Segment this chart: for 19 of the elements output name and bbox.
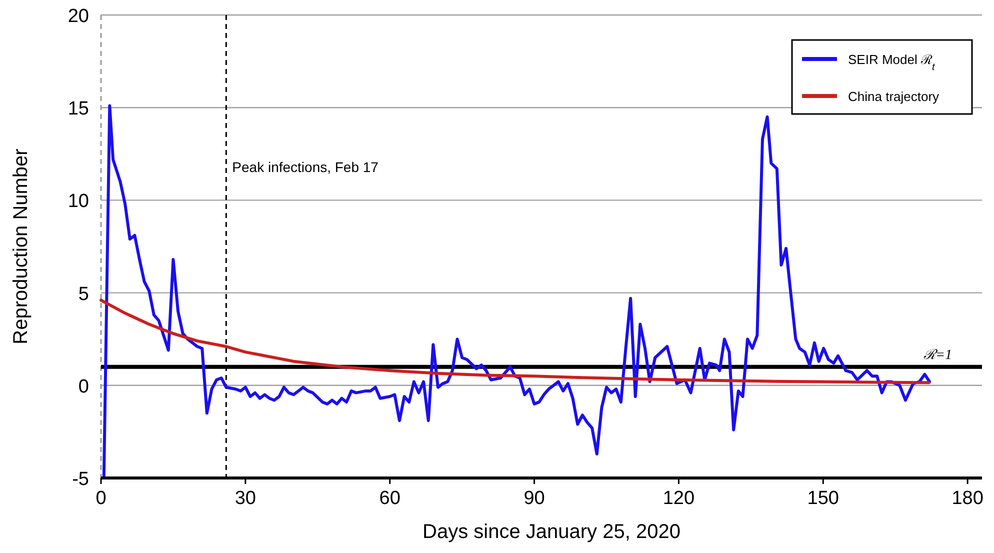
legend-label: SEIR Model ℛ$_{t}$	[848, 52, 936, 72]
y-tick-label: -5	[72, 469, 89, 490]
y-tick-label: 10	[68, 191, 89, 212]
x-tick-label: 120	[662, 488, 695, 509]
y-axis-title: Reproduction Number	[10, 148, 32, 344]
y-tick-label: 0	[78, 376, 89, 398]
x-axis-title: Days since January 25, 2020	[422, 521, 680, 543]
ref-line-label: Peak infections, Feb 17	[232, 159, 379, 175]
x-tick-label: 150	[807, 488, 839, 509]
x-tick-label: 0	[96, 488, 106, 509]
x-tick-label: 90	[524, 488, 545, 509]
y-tick-label: 15	[68, 98, 89, 120]
x-tick-label: 180	[952, 488, 984, 509]
y-tick-label: 5	[78, 284, 89, 305]
ref-line-label: ℛ=1	[924, 348, 952, 363]
x-tick-label: 60	[379, 488, 400, 509]
y-tick-label: 20	[68, 6, 89, 27]
x-tick-label: 30	[234, 488, 256, 509]
legend-label: China trajectory	[848, 89, 940, 104]
